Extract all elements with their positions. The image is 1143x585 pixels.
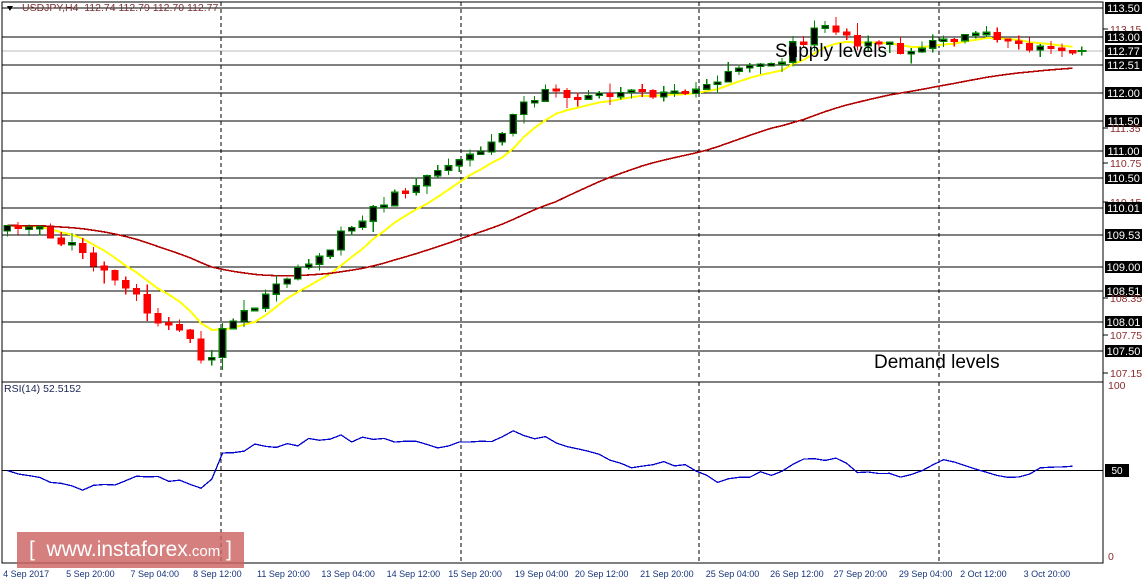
svg-text:11 Sep 20:00: 11 Sep 20:00 xyxy=(257,569,310,579)
svg-text:Supply levels: Supply levels xyxy=(775,41,887,62)
svg-text:111.00: 111.00 xyxy=(1107,146,1139,158)
svg-text:21 Sep 20:00: 21 Sep 20:00 xyxy=(640,569,694,579)
svg-text:13 Sep 04:00: 13 Sep 04:00 xyxy=(321,569,375,579)
svg-text:113.50: 113.50 xyxy=(1107,3,1140,15)
svg-text:7 Sep 04:00: 7 Sep 04:00 xyxy=(131,569,180,579)
svg-text:100: 100 xyxy=(1108,380,1126,392)
svg-text:Demand levels: Demand levels xyxy=(874,352,1000,373)
svg-text:107.75: 107.75 xyxy=(1110,330,1142,342)
svg-text:19 Sep 04:00: 19 Sep 04:00 xyxy=(515,569,569,579)
svg-text:108.35: 108.35 xyxy=(1110,293,1142,305)
svg-text:8 Sep 12:00: 8 Sep 12:00 xyxy=(193,569,242,579)
svg-text:111.35: 111.35 xyxy=(1110,123,1141,135)
svg-text:109.53: 109.53 xyxy=(1107,230,1141,242)
svg-text:4 Sep 2017: 4 Sep 2017 xyxy=(3,569,49,579)
svg-text:108.01: 108.01 xyxy=(1107,317,1141,329)
svg-text:0: 0 xyxy=(1108,551,1114,563)
svg-text:2 Oct 12:00: 2 Oct 12:00 xyxy=(960,569,1007,579)
svg-text:29 Sep 04:00: 29 Sep 04:00 xyxy=(899,569,953,579)
svg-text:14 Sep 12:00: 14 Sep 12:00 xyxy=(387,569,441,579)
svg-text:110.01: 110.01 xyxy=(1107,203,1140,215)
svg-text:RSI(14) 52.5152: RSI(14) 52.5152 xyxy=(4,383,81,395)
svg-text:3 Oct 20:00: 3 Oct 20:00 xyxy=(1024,569,1071,579)
svg-text:5 Sep 20:00: 5 Sep 20:00 xyxy=(66,569,115,579)
svg-text:107.50: 107.50 xyxy=(1107,346,1141,358)
svg-text:110.50: 110.50 xyxy=(1107,173,1140,185)
svg-text:25 Sep 04:00: 25 Sep 04:00 xyxy=(706,569,760,579)
svg-text:26 Sep 12:00: 26 Sep 12:00 xyxy=(770,569,824,579)
svg-text:107.15: 107.15 xyxy=(1110,368,1142,380)
svg-text:50: 50 xyxy=(1111,466,1123,477)
svg-text:27 Sep 20:00: 27 Sep 20:00 xyxy=(834,569,888,579)
svg-text:112.77: 112.77 xyxy=(1107,46,1140,58)
svg-text:USDJPY,H4 112.74 112.79 112.7: USDJPY,H4 112.74 112.79 112.70 112.77 xyxy=(22,2,219,14)
svg-text:110.75: 110.75 xyxy=(1110,158,1141,170)
svg-text:109.00: 109.00 xyxy=(1107,262,1141,274)
svg-text:15 Sep 20:00: 15 Sep 20:00 xyxy=(448,569,502,579)
svg-text:20 Sep 12:00: 20 Sep 12:00 xyxy=(575,569,629,579)
svg-text:112.51: 112.51 xyxy=(1107,60,1140,72)
svg-text:113.00: 113.00 xyxy=(1107,32,1140,44)
svg-text:112.00: 112.00 xyxy=(1107,88,1140,100)
